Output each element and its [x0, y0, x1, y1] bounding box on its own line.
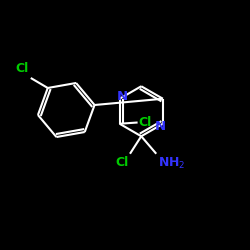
Text: N: N — [117, 90, 128, 103]
Text: Cl: Cl — [116, 156, 129, 169]
Text: NH$_2$: NH$_2$ — [158, 156, 185, 171]
Text: Cl: Cl — [15, 62, 28, 76]
Text: N: N — [154, 120, 166, 133]
Text: Cl: Cl — [139, 116, 152, 129]
